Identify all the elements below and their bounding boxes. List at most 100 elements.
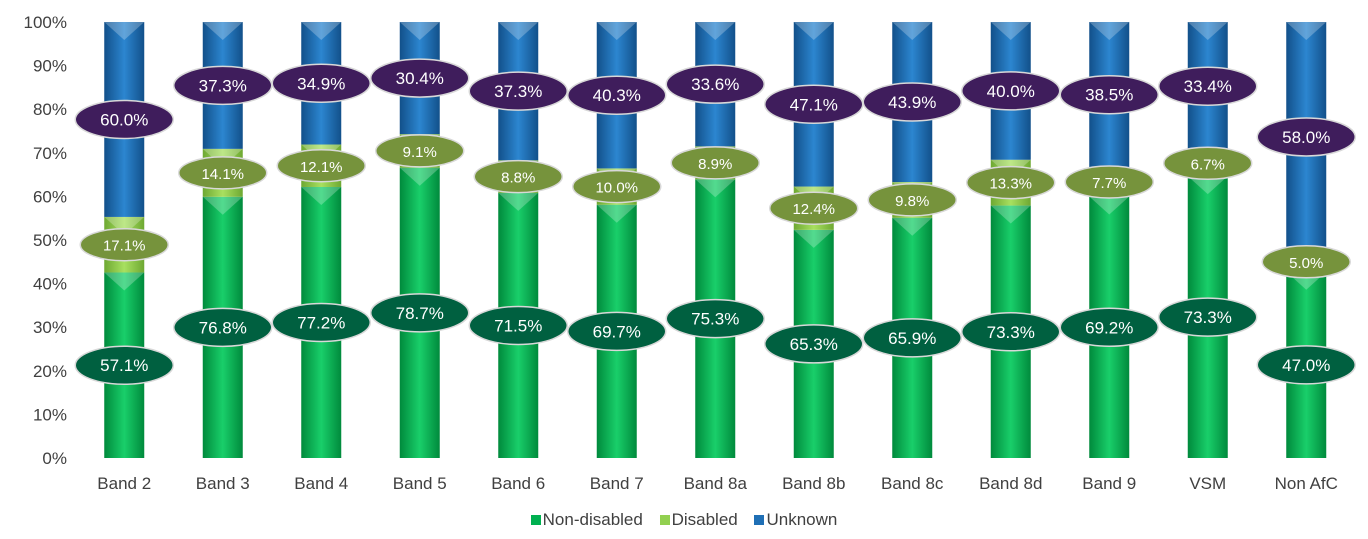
label-disabled-bubble	[966, 165, 1056, 200]
bar-non-disabled-bevel	[990, 205, 1031, 224]
bar-unknown-bevel	[892, 22, 933, 40]
legend-swatch-icon	[530, 515, 541, 525]
y-tick-label: 70%	[33, 144, 67, 163]
x-tick-label: Band 5	[393, 474, 447, 493]
label-unknown-bubble	[74, 99, 174, 140]
label-disabled-bubble	[1261, 245, 1351, 279]
label-non-disabled-text: 73.3%	[987, 323, 1035, 342]
label-non-disabled-text: 69.7%	[593, 322, 641, 341]
label-unknown-bubble	[173, 65, 273, 106]
label-unknown-bubble	[370, 58, 470, 98]
x-axis: Band 2 Band 3 Band 4 Band 5 Band 6 Band 7 Band…	[97, 474, 1338, 493]
label-disabled: 13.3%	[966, 165, 1056, 200]
bar-unknown-bevel	[1286, 22, 1327, 40]
label-non-disabled-bubble	[468, 305, 568, 346]
label-unknown: 33.6%	[665, 64, 765, 104]
label-disabled: 17.1%	[79, 227, 169, 262]
data-labels: 57.1% 17.1% 60.0% 76.8% 14.1% 37.3% 77.2% 12.1%…	[74, 58, 1356, 385]
label-disabled-bubble	[670, 146, 760, 180]
bar-unknown-bevel	[202, 22, 243, 40]
legend-item-non-disabled: Non-disabled	[530, 510, 643, 530]
label-unknown-text: 40.0%	[987, 82, 1035, 101]
label-non-disabled: 47.0%	[1256, 345, 1356, 385]
label-unknown-bubble	[1158, 66, 1258, 106]
label-disabled-bubble	[178, 156, 268, 190]
label-unknown-bubble	[862, 82, 962, 122]
label-unknown-bubble	[764, 84, 864, 125]
label-non-disabled-bubble	[961, 312, 1061, 352]
legend-swatch-icon	[659, 515, 670, 525]
x-tick-label: Band 4	[294, 474, 348, 493]
label-unknown: 37.3%	[468, 71, 568, 111]
label-non-disabled: 57.1%	[74, 345, 174, 385]
label-non-disabled-text: 76.8%	[199, 318, 247, 337]
label-unknown-bubble	[961, 71, 1061, 111]
y-tick-label: 50%	[33, 231, 67, 250]
label-disabled-bubble	[867, 183, 957, 217]
label-non-disabled-text: 69.2%	[1085, 318, 1133, 337]
label-unknown-text: 34.9%	[297, 74, 345, 93]
legend-label: Unknown	[766, 510, 838, 529]
x-tick-label: Non AfC	[1275, 474, 1338, 493]
label-disabled-text: 12.4%	[792, 201, 835, 218]
label-unknown: 40.3%	[567, 75, 667, 115]
label-unknown-text: 30.4%	[396, 69, 444, 88]
label-disabled: 8.8%	[473, 159, 563, 194]
y-tick-label: 0%	[42, 449, 67, 468]
label-unknown-bubble	[468, 71, 568, 111]
x-tick-label: Band 2	[97, 474, 151, 493]
bar-non-disabled-bevel	[202, 196, 243, 215]
x-tick-label: VSM	[1189, 474, 1226, 493]
label-disabled-text: 10.0%	[595, 180, 638, 197]
x-tick-label: Band 8d	[979, 474, 1042, 493]
label-unknown-text: 43.9%	[888, 93, 936, 112]
bar-unknown-bevel	[990, 22, 1031, 40]
label-disabled-text: 5.0%	[1289, 255, 1323, 272]
label-unknown-bubble	[665, 64, 765, 104]
label-disabled-text: 14.1%	[201, 166, 244, 183]
label-non-disabled-text: 47.0%	[1282, 356, 1330, 375]
label-unknown: 47.1%	[764, 84, 864, 125]
label-disabled-text: 9.1%	[403, 144, 437, 161]
legend-label: Non-disabled	[542, 510, 643, 529]
label-unknown-text: 33.6%	[691, 75, 739, 94]
legend-label: Disabled	[671, 510, 738, 529]
label-non-disabled: 75.3%	[665, 298, 765, 339]
label-non-disabled-text: 75.3%	[691, 310, 739, 329]
label-non-disabled-bubble	[665, 298, 765, 339]
label-disabled: 12.4%	[769, 191, 859, 225]
label-unknown: 34.9%	[271, 63, 371, 104]
y-tick-label: 10%	[33, 405, 67, 424]
label-disabled-text: 7.7%	[1092, 175, 1126, 192]
bar-non-disabled-bevel	[301, 186, 342, 205]
label-disabled-text: 13.3%	[989, 176, 1032, 193]
label-disabled-text: 17.1%	[103, 238, 146, 255]
label-disabled: 5.0%	[1261, 245, 1351, 279]
label-unknown-text: 37.3%	[494, 82, 542, 101]
bar-unknown-bevel	[1187, 22, 1228, 40]
bar-non-disabled-bevel	[892, 217, 933, 236]
label-disabled-bubble	[1163, 146, 1253, 181]
label-unknown: 37.3%	[173, 65, 273, 106]
label-non-disabled-text: 57.1%	[100, 356, 148, 375]
label-unknown-bubble	[271, 63, 371, 104]
label-non-disabled-text: 71.5%	[494, 316, 542, 335]
label-unknown: 40.0%	[961, 71, 1061, 111]
label-disabled: 9.1%	[375, 134, 465, 168]
label-non-disabled: 65.3%	[764, 324, 864, 364]
x-tick-label: Band 8b	[782, 474, 845, 493]
label-disabled-bubble	[375, 134, 465, 168]
bar-unknown-bevel	[1089, 22, 1130, 40]
label-non-disabled-text: 78.7%	[396, 304, 444, 323]
label-non-disabled-bubble	[1059, 307, 1159, 348]
label-non-disabled-bubble	[862, 318, 962, 358]
bar-non-disabled-bevel	[498, 192, 539, 211]
bar-unknown-bevel	[793, 22, 834, 40]
label-unknown-text: 60.0%	[100, 110, 148, 129]
label-non-disabled-text: 73.3%	[1184, 308, 1232, 327]
y-tick-label: 90%	[33, 57, 67, 76]
label-unknown: 58.0%	[1256, 117, 1356, 157]
legend: Non-disabled Disabled Unknown	[0, 510, 1368, 530]
label-disabled: 12.1%	[276, 149, 366, 183]
label-disabled-bubble	[473, 159, 563, 194]
